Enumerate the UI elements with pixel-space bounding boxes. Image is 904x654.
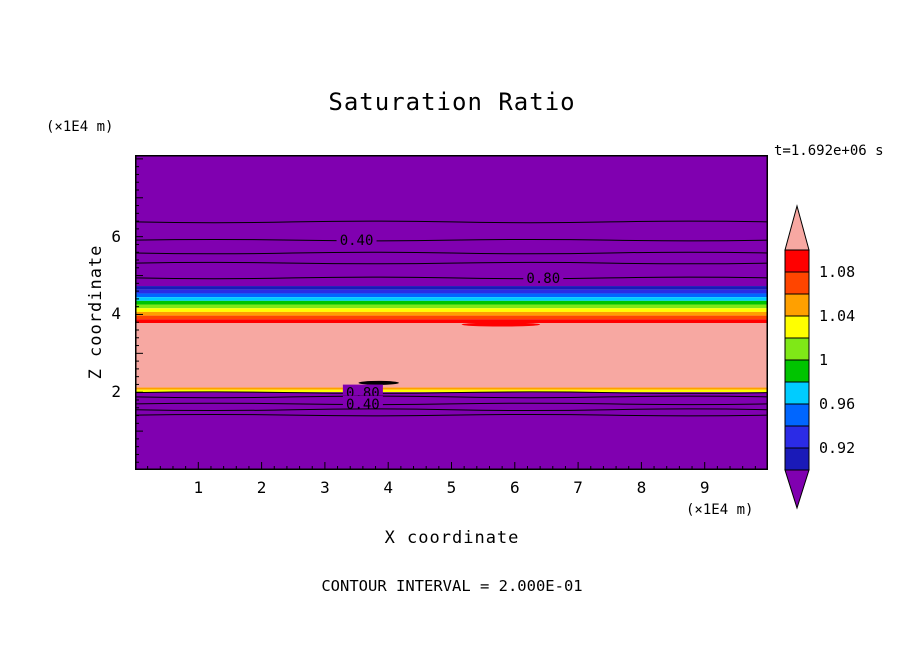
x-tick-label: 3 (320, 478, 330, 497)
y-tick-label: 4 (111, 304, 121, 324)
saturation-band (135, 319, 768, 323)
saturation-band (135, 289, 768, 294)
contour-line (135, 276, 768, 280)
contour-line (135, 413, 768, 417)
saturation-band (135, 293, 768, 298)
colorbar-label: 0.92 (819, 439, 855, 457)
contour-label: 0.40 (346, 397, 380, 413)
colorbar-cell (784, 381, 810, 405)
saturation-band (135, 315, 768, 320)
saturation-band (135, 297, 768, 301)
x-axis-unit-label: (×1E4 m) (686, 502, 754, 518)
saturation-band (135, 155, 768, 287)
x-tick-label: 1 (193, 478, 204, 497)
saturation-band (135, 387, 768, 390)
contour-line (135, 220, 768, 224)
x-tick-label: 8 (636, 478, 647, 497)
colorbar-under-arrow (784, 469, 810, 510)
contour-feature (461, 322, 541, 327)
contour-line (135, 408, 768, 412)
contour-label-bg (342, 395, 383, 412)
saturation-band (135, 392, 768, 470)
saturation-band (135, 389, 768, 393)
colorbar: 1.08 1.04 1 0.96 0.92 (784, 204, 855, 510)
contour-line (135, 251, 768, 255)
contour-plot-area: 0.400.800.800.40 (135, 155, 768, 470)
chart-title: Saturation Ratio (328, 88, 576, 116)
x-axis-tick-labels: 1 2 3 4 5 6 7 8 9 (135, 478, 768, 500)
contour-line (135, 238, 768, 242)
saturation-band (135, 304, 768, 309)
contour-interval-label: CONTOUR INTERVAL = 2.000E-01 (321, 577, 583, 595)
y-axis-unit-label: (×1E4 m) (46, 119, 114, 135)
colorbar-label: 1.08 (819, 263, 855, 281)
time-annotation: t=1.692e+06 s (774, 143, 884, 159)
colorbar-cell (784, 337, 810, 361)
contour-label: 0.40 (340, 233, 374, 249)
contour-line (135, 261, 768, 265)
x-tick-label: 2 (256, 478, 267, 497)
contour-line (135, 395, 768, 399)
colorbar-cell (784, 271, 810, 295)
contour-line (135, 402, 768, 406)
y-tick-label: 6 (111, 226, 121, 246)
colorbar-cell (784, 249, 810, 273)
contour-line (135, 391, 768, 394)
saturation-band (135, 308, 768, 312)
y-axis-tick-labels: 2 4 6 (75, 155, 123, 470)
contour-label-bg (336, 232, 377, 249)
saturation-band (135, 323, 768, 388)
plot-frame (135, 155, 768, 470)
y-tick-label: 2 (111, 382, 121, 402)
x-tick-label: 4 (383, 478, 393, 497)
colorbar-over-arrow (784, 204, 810, 251)
x-tick-label: 6 (509, 478, 520, 497)
colorbar-label: 0.96 (819, 395, 855, 413)
colorbar-cell (784, 293, 810, 317)
x-axis-title: X coordinate (384, 528, 520, 548)
colorbar-cell (784, 403, 810, 427)
contour-feature (358, 380, 399, 385)
saturation-band (135, 286, 768, 290)
contour-label: 0.80 (526, 271, 560, 287)
colorbar-cell (784, 359, 810, 383)
colorbar-cell (784, 315, 810, 339)
colorbar-cell (784, 425, 810, 449)
x-tick-label: 9 (699, 478, 710, 497)
x-tick-label: 5 (446, 478, 457, 497)
colorbar-label: 1 (819, 351, 828, 369)
saturation-band (135, 311, 768, 316)
colorbar-cell (784, 447, 810, 471)
saturation-band (135, 300, 768, 305)
contour-label-bg (523, 269, 564, 286)
x-tick-label: 7 (573, 478, 583, 497)
colorbar-label: 1.04 (819, 307, 855, 325)
